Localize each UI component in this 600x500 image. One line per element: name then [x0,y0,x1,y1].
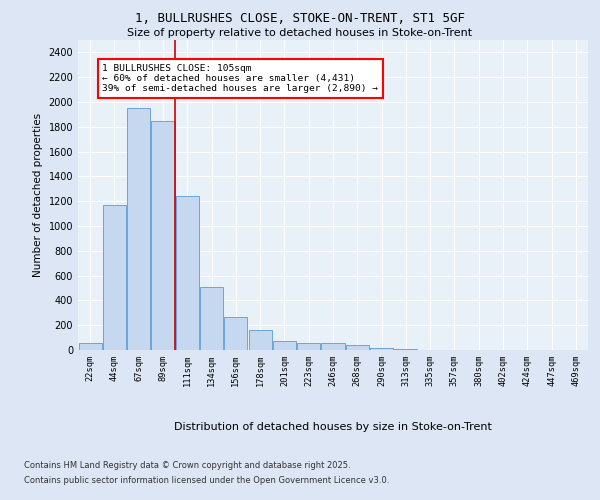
Bar [248,330,272,350]
Text: Contains public sector information licensed under the Open Government Licence v3: Contains public sector information licen… [24,476,389,485]
Text: 1 BULLRUSHES CLOSE: 105sqm
← 60% of detached houses are smaller (4,431)
39% of s: 1 BULLRUSHES CLOSE: 105sqm ← 60% of deta… [102,64,378,94]
Text: Size of property relative to detached houses in Stoke-on-Trent: Size of property relative to detached ho… [127,28,473,38]
Bar [200,287,223,350]
Bar [103,205,126,350]
Bar [224,316,247,350]
Y-axis label: Number of detached properties: Number of detached properties [33,113,43,277]
Bar [370,348,393,350]
Bar [79,343,101,350]
Text: 1, BULLRUSHES CLOSE, STOKE-ON-TRENT, ST1 5GF: 1, BULLRUSHES CLOSE, STOKE-ON-TRENT, ST1… [135,12,465,26]
Bar [151,120,175,350]
Bar [176,196,199,350]
Bar [127,108,150,350]
Text: Contains HM Land Registry data © Crown copyright and database right 2025.: Contains HM Land Registry data © Crown c… [24,461,350,470]
Bar [273,340,296,350]
Text: Distribution of detached houses by size in Stoke-on-Trent: Distribution of detached houses by size … [174,422,492,432]
Bar [297,343,320,350]
Bar [346,345,369,350]
Bar [322,343,344,350]
